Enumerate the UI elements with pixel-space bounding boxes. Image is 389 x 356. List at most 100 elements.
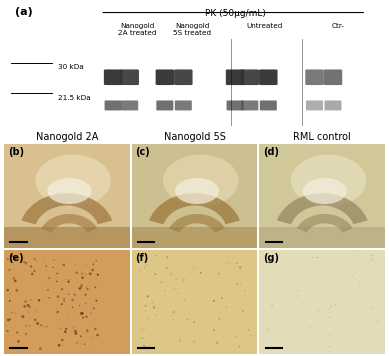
- Ellipse shape: [74, 332, 77, 335]
- Ellipse shape: [15, 313, 16, 314]
- Ellipse shape: [240, 283, 241, 284]
- Ellipse shape: [82, 313, 84, 314]
- Ellipse shape: [250, 298, 251, 299]
- Ellipse shape: [17, 340, 20, 343]
- Ellipse shape: [239, 266, 241, 268]
- Ellipse shape: [294, 320, 296, 321]
- Ellipse shape: [65, 279, 66, 280]
- Ellipse shape: [140, 270, 141, 271]
- FancyBboxPatch shape: [324, 100, 342, 110]
- Ellipse shape: [213, 329, 215, 331]
- Ellipse shape: [193, 341, 195, 342]
- Ellipse shape: [6, 330, 9, 332]
- Ellipse shape: [291, 155, 366, 206]
- Ellipse shape: [242, 310, 244, 312]
- Ellipse shape: [56, 272, 58, 274]
- Ellipse shape: [29, 307, 31, 308]
- Ellipse shape: [336, 295, 337, 296]
- Bar: [4, 227, 130, 248]
- Ellipse shape: [166, 256, 168, 258]
- Ellipse shape: [90, 344, 91, 345]
- Ellipse shape: [28, 312, 30, 313]
- Text: (c): (c): [135, 147, 150, 157]
- Ellipse shape: [239, 278, 240, 279]
- Ellipse shape: [81, 273, 83, 274]
- Ellipse shape: [313, 257, 314, 258]
- Ellipse shape: [56, 311, 59, 313]
- Ellipse shape: [152, 302, 153, 303]
- Ellipse shape: [44, 262, 45, 263]
- Ellipse shape: [219, 318, 220, 319]
- Ellipse shape: [82, 316, 84, 319]
- Ellipse shape: [357, 255, 358, 256]
- Ellipse shape: [144, 267, 145, 268]
- Ellipse shape: [11, 312, 12, 313]
- Ellipse shape: [329, 316, 331, 318]
- Ellipse shape: [155, 255, 157, 256]
- FancyBboxPatch shape: [260, 100, 277, 110]
- Ellipse shape: [303, 263, 304, 265]
- Ellipse shape: [174, 288, 175, 289]
- Text: Nanogold 5S: Nanogold 5S: [163, 132, 226, 142]
- Bar: [259, 227, 385, 248]
- Ellipse shape: [53, 259, 55, 261]
- Text: 21.5 kDa: 21.5 kDa: [58, 95, 90, 100]
- Ellipse shape: [46, 265, 47, 267]
- Ellipse shape: [60, 328, 61, 329]
- Ellipse shape: [172, 319, 173, 320]
- Ellipse shape: [86, 288, 89, 290]
- Ellipse shape: [364, 263, 365, 264]
- Ellipse shape: [25, 333, 27, 335]
- Ellipse shape: [13, 277, 15, 279]
- Ellipse shape: [23, 305, 26, 308]
- Text: Nanogold
2A treated: Nanogold 2A treated: [118, 23, 156, 36]
- Ellipse shape: [75, 271, 78, 274]
- Ellipse shape: [95, 287, 96, 288]
- Ellipse shape: [39, 347, 42, 350]
- FancyBboxPatch shape: [306, 100, 323, 110]
- Ellipse shape: [93, 308, 95, 309]
- FancyBboxPatch shape: [226, 69, 244, 85]
- Ellipse shape: [86, 316, 88, 318]
- Ellipse shape: [331, 305, 332, 307]
- Ellipse shape: [144, 305, 147, 307]
- Ellipse shape: [154, 273, 156, 275]
- Text: Ctr-: Ctr-: [332, 23, 345, 29]
- Ellipse shape: [195, 268, 196, 269]
- Ellipse shape: [329, 335, 331, 336]
- Text: (a): (a): [15, 7, 33, 17]
- Ellipse shape: [80, 335, 82, 337]
- Ellipse shape: [68, 314, 69, 315]
- Ellipse shape: [165, 290, 166, 291]
- Ellipse shape: [236, 283, 238, 285]
- FancyBboxPatch shape: [226, 100, 244, 110]
- Ellipse shape: [343, 272, 345, 273]
- Ellipse shape: [294, 313, 295, 314]
- FancyBboxPatch shape: [305, 69, 324, 85]
- Ellipse shape: [36, 261, 37, 262]
- Ellipse shape: [153, 307, 155, 308]
- Ellipse shape: [61, 288, 63, 290]
- Ellipse shape: [329, 346, 331, 347]
- FancyBboxPatch shape: [156, 69, 174, 85]
- Ellipse shape: [94, 328, 96, 330]
- Polygon shape: [21, 193, 112, 224]
- Ellipse shape: [223, 345, 224, 346]
- Ellipse shape: [212, 323, 213, 324]
- Polygon shape: [277, 193, 368, 224]
- Text: (e): (e): [8, 253, 23, 263]
- Ellipse shape: [148, 318, 149, 319]
- Ellipse shape: [161, 281, 162, 283]
- Ellipse shape: [9, 269, 11, 271]
- Ellipse shape: [359, 285, 361, 287]
- Ellipse shape: [48, 277, 50, 279]
- Polygon shape: [297, 214, 353, 232]
- Ellipse shape: [226, 306, 227, 308]
- Ellipse shape: [81, 312, 84, 315]
- Ellipse shape: [81, 277, 84, 279]
- Ellipse shape: [72, 307, 74, 308]
- Ellipse shape: [47, 289, 49, 291]
- Ellipse shape: [354, 279, 356, 280]
- Ellipse shape: [86, 265, 87, 266]
- Ellipse shape: [371, 255, 372, 256]
